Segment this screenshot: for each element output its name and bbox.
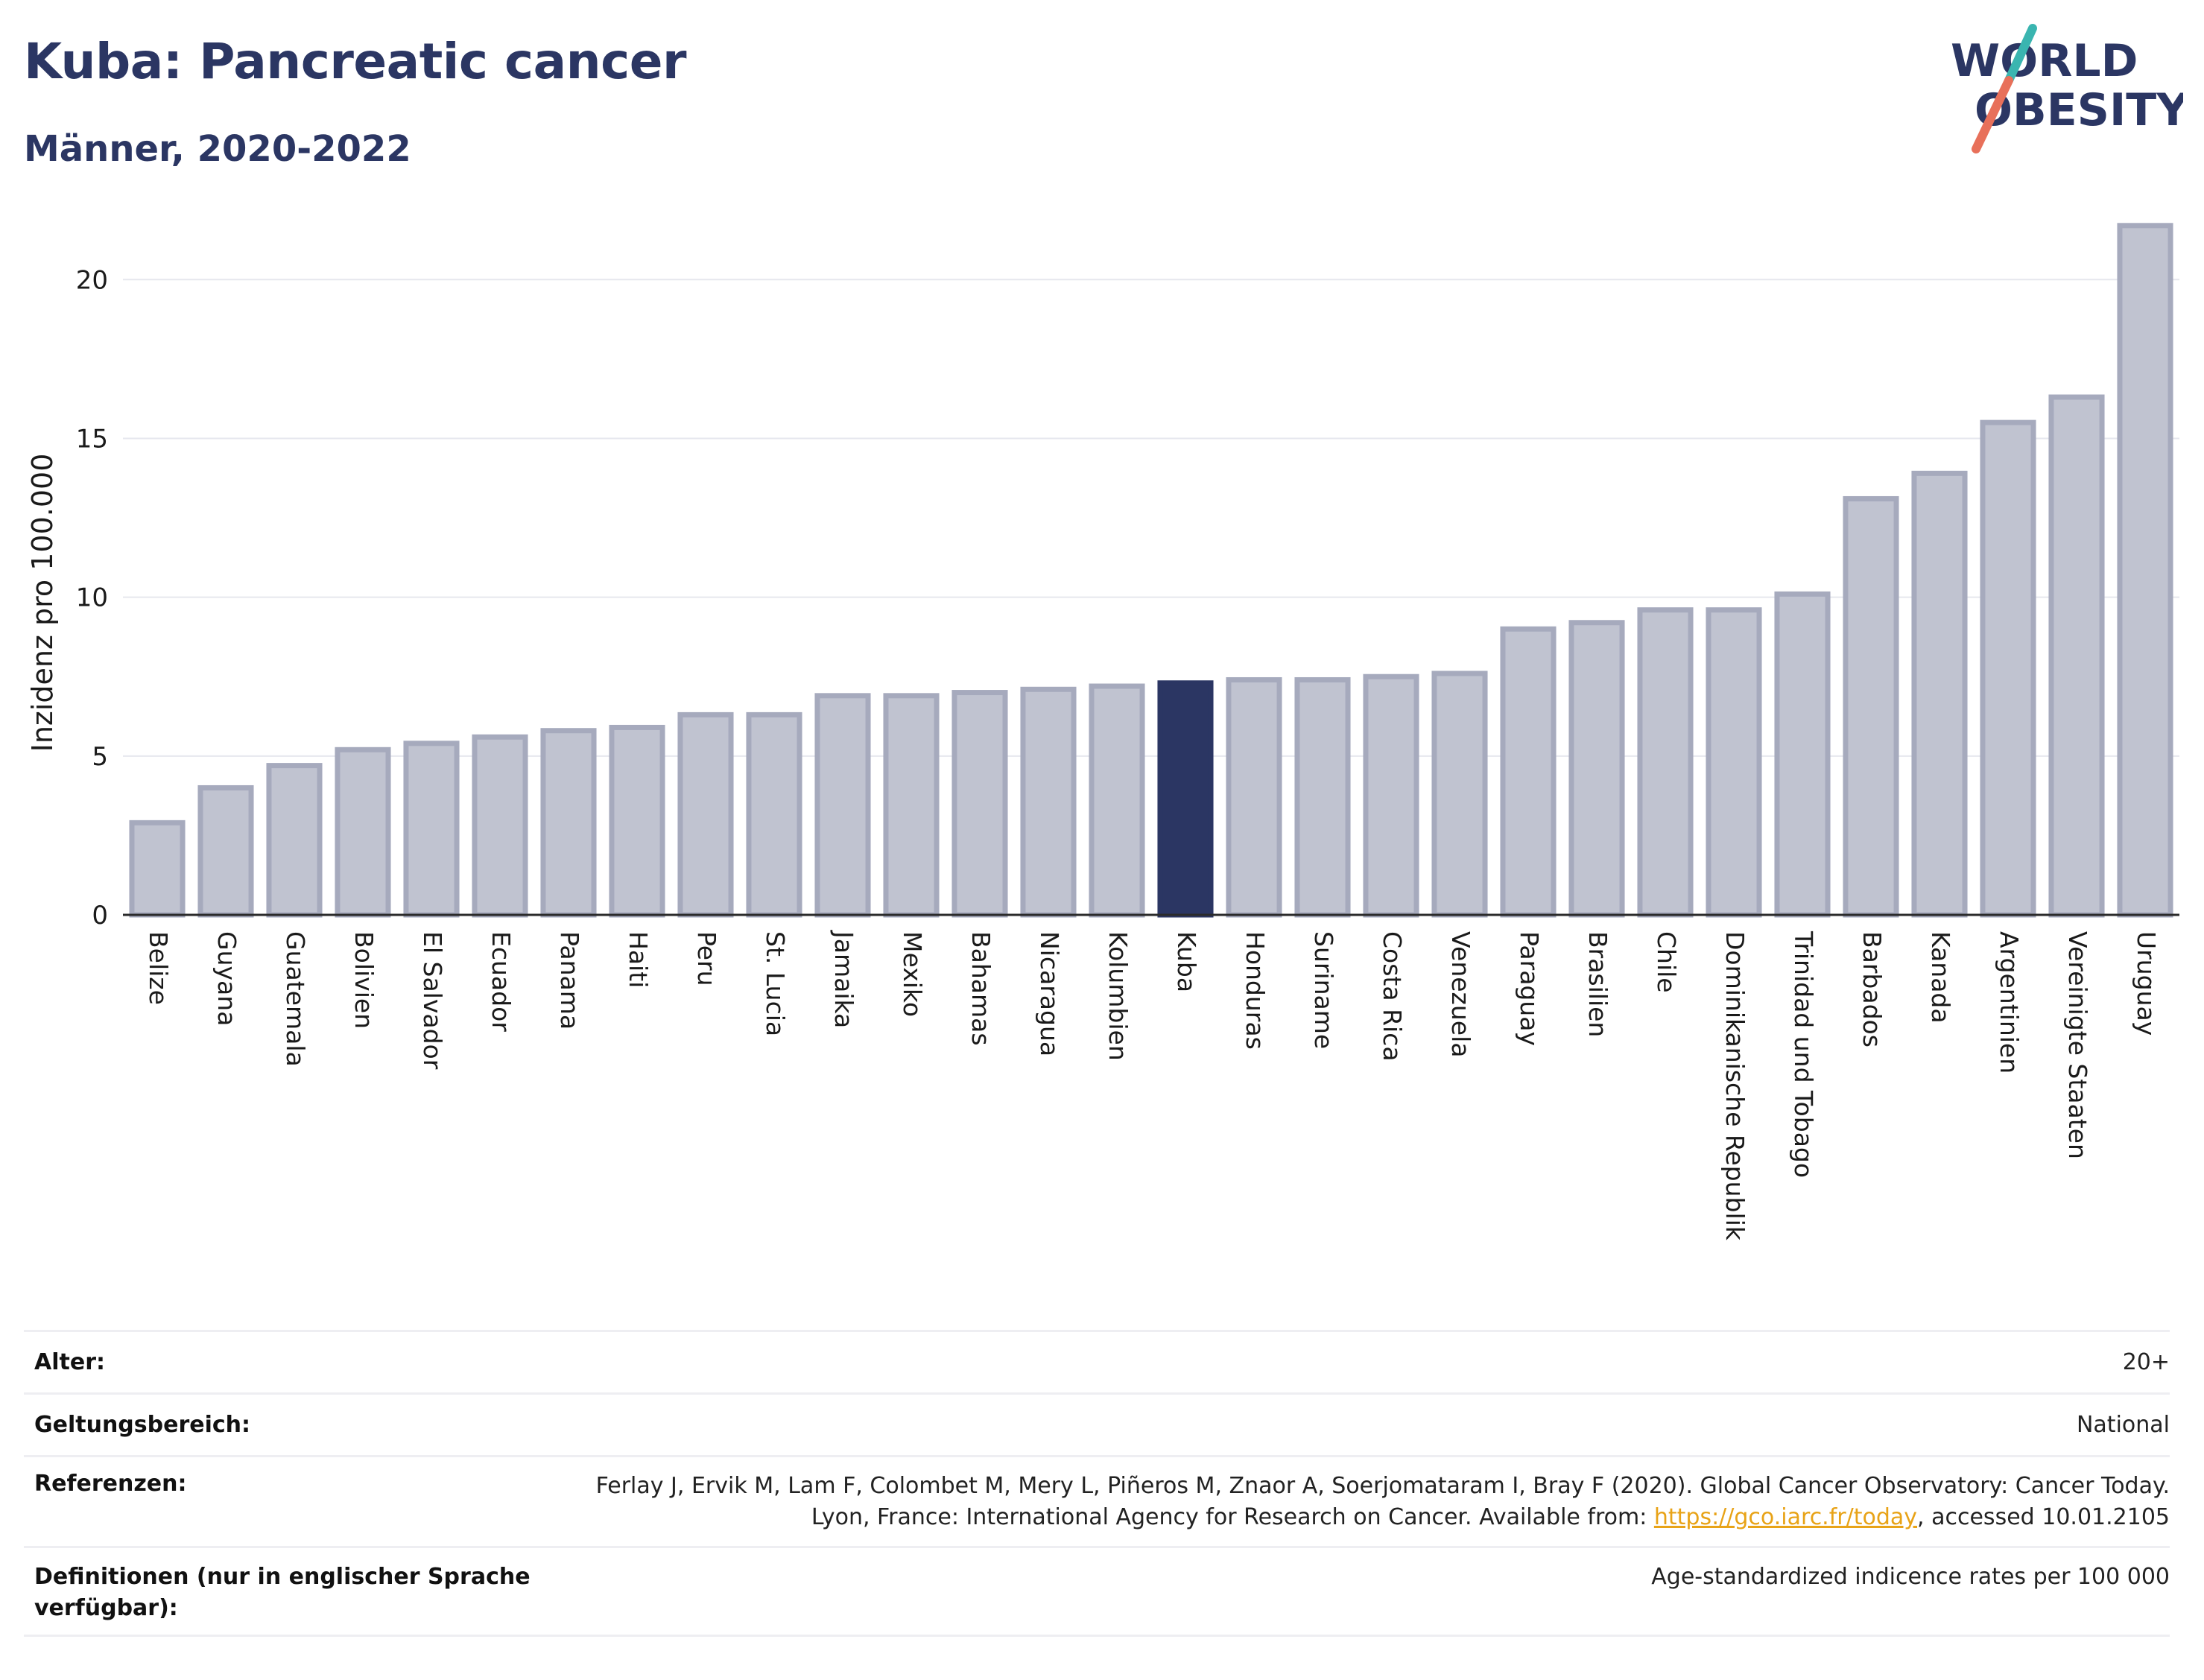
x-category-label: Peru <box>692 931 721 986</box>
bar <box>197 784 254 918</box>
y-axis-label: Inzidenz pro 100.000 <box>26 454 59 752</box>
logo-line1: WORLD <box>1951 35 2138 87</box>
bar <box>951 690 1008 918</box>
bar <box>1294 676 1351 918</box>
bar <box>609 724 665 918</box>
x-category-label: Dominikanische Republik <box>1720 931 1749 1241</box>
bar-chart: 0 5 10 15 20 Belize Guyana Guatemala Bolivien El… <box>26 223 2179 1241</box>
x-category-label: Bahamas <box>966 931 995 1046</box>
x-category-label: Kanada <box>1926 931 1955 1024</box>
meta-row-definitions: Definitionen (nur in englischer Sprache … <box>24 1546 2170 1637</box>
x-category-label: Kuba <box>1172 931 1201 992</box>
y-tick-label: 10 <box>76 583 108 613</box>
y-tick-label: 0 <box>92 901 108 931</box>
bar <box>814 693 871 918</box>
bar <box>335 747 391 918</box>
gridlines <box>123 279 2179 757</box>
bar <box>540 728 597 918</box>
x-category-label: Mexiko <box>898 931 927 1017</box>
bar <box>472 734 528 918</box>
reference-accessed: , accessed 10.01.2105 <box>1917 1504 2170 1530</box>
x-category-label: Panama <box>555 931 584 1030</box>
x-category-label: Trinidad und Tobago <box>1789 931 1818 1178</box>
bar <box>1500 626 1557 918</box>
meta-label-definitions: Definitionen (nur in englischer Sprache … <box>34 1564 531 1621</box>
x-category-label: Paraguay <box>1515 931 1544 1046</box>
x-category-label: Chile <box>1652 931 1681 993</box>
bar <box>1089 683 1145 918</box>
x-category-label: Guyana <box>212 931 241 1026</box>
metadata-table: Alter: 20+ Geltungsbereich: National Ref… <box>24 1330 2170 1637</box>
x-category-label: Jamaika <box>829 930 858 1028</box>
bar-highlight <box>1157 680 1214 918</box>
meta-label-references: Referenzen: <box>34 1471 187 1497</box>
meta-value-scope: National <box>2076 1411 2170 1438</box>
bar <box>1020 686 1077 918</box>
bar <box>2048 394 2105 918</box>
bar <box>1637 607 1694 918</box>
x-category-label: Kolumbien <box>1103 931 1133 1061</box>
logo-teal-slash <box>2004 24 2037 85</box>
x-category-label: Vereinigte Staaten <box>2063 931 2092 1159</box>
meta-label-scope: Geltungsbereich: <box>34 1412 251 1438</box>
y-axis-ticks: 0 5 10 15 20 <box>76 265 108 931</box>
bar <box>677 711 734 918</box>
y-tick-label: 5 <box>92 742 108 772</box>
meta-row-age: Alter: 20+ <box>24 1330 2170 1392</box>
x-category-label: Haiti <box>624 931 653 988</box>
meta-row-references: Referenzen: Ferlay J, Ervik M, Lam F, Co… <box>24 1455 2170 1546</box>
bar <box>1363 673 1419 918</box>
x-category-label: Argentinien <box>1995 931 2024 1074</box>
logo-line2: OBESITY <box>1975 84 2183 136</box>
bar <box>1431 671 1488 918</box>
bar <box>1911 470 1968 918</box>
bar <box>403 741 460 918</box>
bar <box>1774 591 1831 918</box>
x-category-label: Barbados <box>1858 931 1887 1047</box>
bars <box>129 223 2173 918</box>
reference-text: Ferlay J, Ervik M, Lam F, Colombet M, Me… <box>595 1473 2170 1530</box>
bar <box>1843 495 1899 918</box>
bar <box>1568 620 1625 918</box>
bar <box>266 763 323 918</box>
x-category-label: Belize <box>144 931 173 1005</box>
reference-link[interactable]: https://gco.iarc.fr/today <box>1653 1504 1918 1530</box>
world-obesity-logo: WORLD OBESITY <box>1951 24 2183 153</box>
meta-value-references: Ferlay J, Ervik M, Lam F, Colombet M, Me… <box>568 1471 2170 1533</box>
meta-value-definitions: Age-standardized indicence rates per 100… <box>1651 1564 2170 1590</box>
x-category-label: El Salvador <box>418 931 447 1070</box>
bar <box>883 693 940 918</box>
x-category-label: Bolivien <box>349 931 379 1029</box>
y-tick-label: 15 <box>76 424 108 454</box>
logo-coral-slash <box>1972 76 2013 153</box>
x-category-label: Brasilien <box>1583 931 1612 1037</box>
y-tick-label: 20 <box>76 265 108 295</box>
x-category-label: Ecuador <box>487 931 516 1032</box>
meta-value-age: 20+ <box>2122 1348 2170 1375</box>
bar <box>1226 676 1282 918</box>
x-category-label: Venezuela <box>1446 931 1475 1057</box>
x-axis-labels: Belize Guyana Guatemala Bolivien El Salvador… <box>144 930 2161 1241</box>
chart-subtitle: Männer, 2020-2022 <box>24 128 411 170</box>
x-category-label: Honduras <box>1241 931 1270 1050</box>
bar <box>1706 607 1762 918</box>
bar <box>2117 223 2173 918</box>
bar <box>746 711 802 918</box>
chart-title: Kuba: Pancreatic cancer <box>24 33 687 90</box>
meta-row-scope: Geltungsbereich: National <box>24 1392 2170 1455</box>
x-category-label: Costa Rica <box>1378 931 1407 1062</box>
bar <box>1980 419 2036 918</box>
meta-label-age: Alter: <box>34 1349 105 1375</box>
bar <box>129 820 186 918</box>
x-category-label: St. Lucia <box>761 931 790 1036</box>
x-category-label: Nicaragua <box>1035 931 1064 1056</box>
x-category-label: Uruguay <box>2132 931 2161 1036</box>
x-category-label: Suriname <box>1309 931 1338 1049</box>
x-category-label: Guatemala <box>281 931 310 1067</box>
